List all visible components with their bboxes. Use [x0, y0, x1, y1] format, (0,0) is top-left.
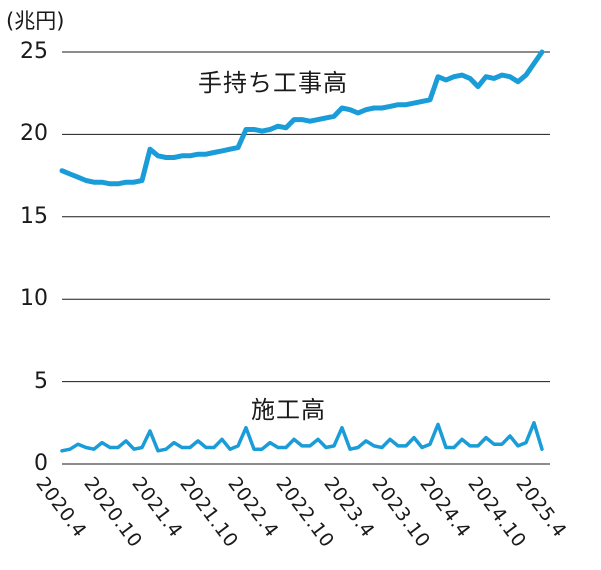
y-tick-label-0: 0	[34, 451, 48, 476]
y-axis-unit-label: (兆円)	[6, 9, 65, 33]
y-tick-label-5: 5	[34, 369, 48, 394]
y-tick-label-25: 25	[20, 39, 48, 64]
y-tick-label-10: 10	[20, 286, 48, 311]
y-tick-label-15: 15	[20, 204, 48, 229]
series-label-volume: 施工高	[251, 396, 326, 424]
volume-line	[60, 421, 544, 453]
series-label-backlog: 手持ち工事高	[198, 69, 348, 97]
backlog-line	[59, 49, 545, 187]
y-tick-label-20: 20	[20, 121, 48, 146]
